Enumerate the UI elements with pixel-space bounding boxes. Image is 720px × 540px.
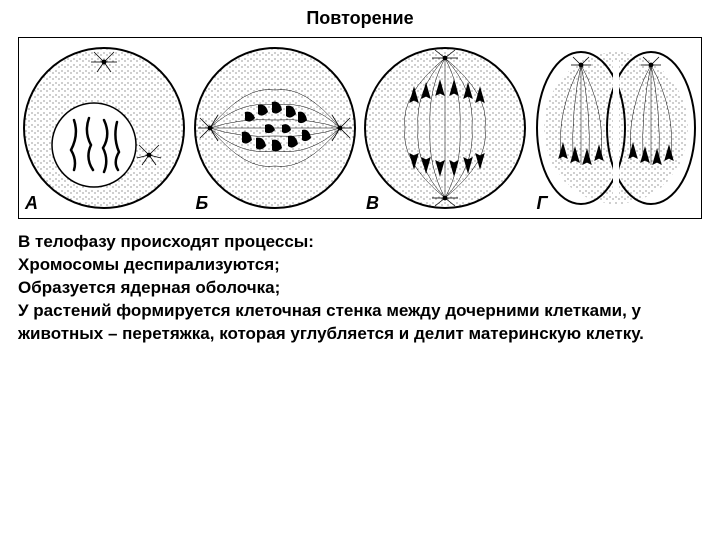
text-line-3: Образуется ядерная оболочка; — [18, 277, 702, 300]
panel-v: В — [360, 38, 531, 218]
panel-a: А — [19, 38, 190, 218]
body-text: В телофазу происходят процессы: Хромосом… — [0, 231, 720, 346]
mitosis-diagram: А — [18, 37, 702, 219]
label-a: А — [25, 193, 38, 214]
label-g: Г — [537, 193, 548, 214]
panel-b: Б — [190, 38, 361, 218]
text-line-1: В телофазу происходят процессы: — [18, 231, 702, 254]
text-line-4: У растений формируется клеточная стенка … — [18, 300, 702, 346]
label-v: В — [366, 193, 379, 214]
page-title: Повторение — [0, 0, 720, 37]
text-line-2: Хромосомы деспирализуются; — [18, 254, 702, 277]
label-b: Б — [196, 193, 209, 214]
panel-g: Г — [531, 38, 702, 218]
